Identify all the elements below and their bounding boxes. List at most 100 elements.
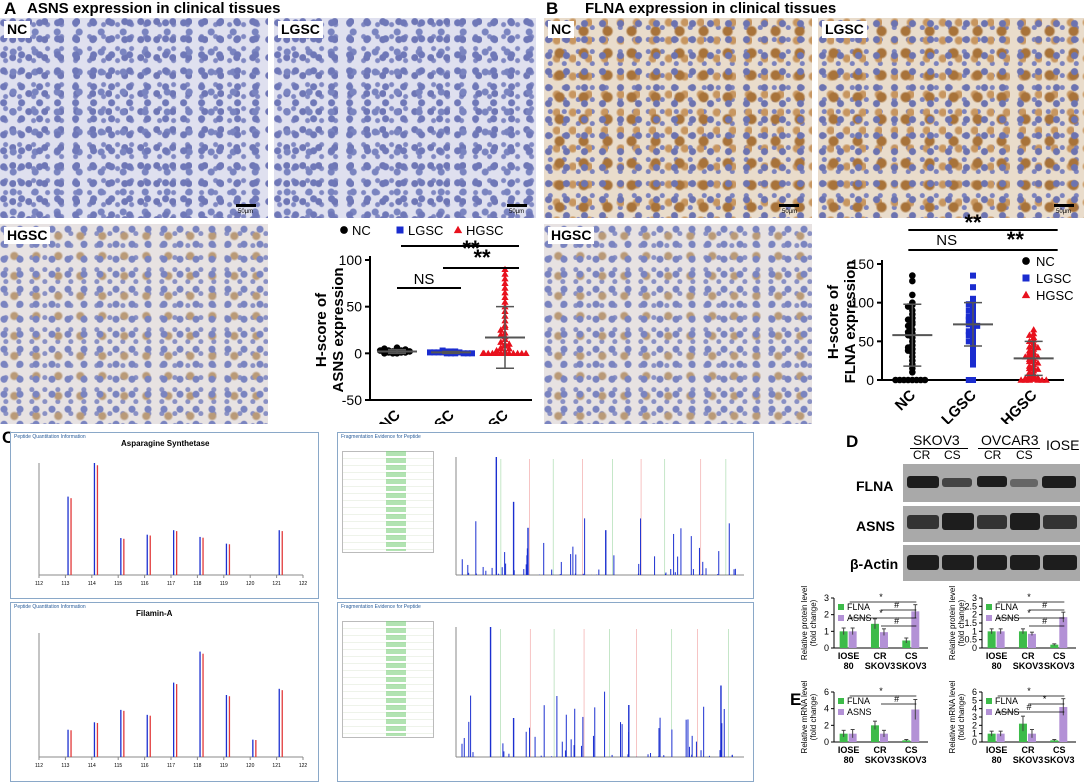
panel-b-letter: B <box>546 0 559 18</box>
x-tick-label: SKOV3 <box>896 661 927 671</box>
x-tick-label: CS <box>1053 745 1066 755</box>
y-tick-label: 0 <box>972 643 977 653</box>
scale-bar <box>779 204 799 207</box>
y-tick-label: 1 <box>972 626 977 636</box>
bar <box>870 623 879 648</box>
bar <box>987 631 996 648</box>
legend-label: FLNA <box>995 602 1018 612</box>
legend-label: HGSC <box>1036 288 1074 303</box>
data-point <box>965 338 972 345</box>
data-point <box>1025 364 1034 372</box>
lane-cs: CS <box>944 448 961 462</box>
frag-box-flna: Fragmentation Evidence for Peptide <box>337 602 754 782</box>
y-axis-label: Relative protein level <box>948 586 957 660</box>
legend-label: LGSC <box>1036 271 1071 286</box>
y-axis-label: ASNS expression <box>330 267 347 392</box>
blot-band <box>977 555 1007 570</box>
x-tick-label: SKOV3 <box>1013 755 1044 765</box>
sig-label: # <box>1042 616 1047 626</box>
data-point <box>501 298 509 305</box>
data-point <box>965 313 972 320</box>
micrograph-label: NC <box>548 21 575 38</box>
data-point <box>970 346 976 353</box>
panel-b-title: FLNA expression in clinical tissues <box>585 0 837 17</box>
data-point <box>909 277 916 285</box>
bar <box>1027 733 1036 742</box>
flna-hscore-chart: 0 50 100 150 H-score of FLNA expression NC LGSC… <box>825 210 1074 424</box>
bar <box>848 733 857 742</box>
lane-cs: CS <box>1016 448 1033 462</box>
bar <box>1059 707 1068 742</box>
data-point <box>1021 290 1031 299</box>
data-point <box>1034 365 1042 372</box>
y-tick-label: 2 <box>972 720 977 730</box>
data-point <box>1022 257 1030 265</box>
blot-band <box>977 515 1007 529</box>
group-underline <box>910 448 968 449</box>
blot-band <box>1010 479 1038 487</box>
data-point <box>497 344 505 351</box>
data-point <box>965 316 972 323</box>
group-label-iose: IOSE <box>1046 437 1080 453</box>
group-label-skov3: SKOV3 <box>913 432 960 448</box>
quant-box-asns: Peptide Quantitation Information Asparag… <box>10 432 319 599</box>
x-tick-label: 118 <box>193 581 201 587</box>
bar <box>987 733 996 742</box>
sig-label: * <box>879 686 883 696</box>
x-tick-label: 113 <box>61 763 69 769</box>
x-tick-label: 121 <box>272 763 281 769</box>
sig-label: # <box>1042 600 1047 610</box>
data-point <box>909 272 916 279</box>
scale-bar <box>236 204 256 207</box>
data-point <box>892 376 899 384</box>
x-tick-label: 116 <box>141 581 149 587</box>
sig-label: * <box>1027 592 1031 602</box>
x-tick-label: 121 <box>272 581 281 587</box>
data-point <box>904 322 912 330</box>
x-tick-label: 118 <box>193 763 201 769</box>
data-point <box>1025 331 1034 338</box>
data-point <box>1030 326 1038 333</box>
x-tick-label: NC <box>376 407 403 424</box>
data-point <box>921 376 929 384</box>
legend-swatch <box>838 604 844 610</box>
legend-swatch <box>838 698 844 704</box>
y-tick-label: 0 <box>824 737 829 747</box>
bar <box>839 631 848 648</box>
data-point <box>505 340 513 347</box>
x-tick-label: CS <box>905 745 918 755</box>
data-point <box>970 272 976 279</box>
legend-label: NC <box>352 223 371 238</box>
bar <box>879 733 888 742</box>
y-axis-label: Relative protein level <box>800 586 809 660</box>
y-tick-label: 1 <box>824 626 829 636</box>
y-tick-label: 0 <box>354 345 362 361</box>
frag-spectrum-asns <box>455 457 744 576</box>
x-tick-label: SKOV3 <box>896 755 927 765</box>
data-point <box>970 357 976 364</box>
data-point <box>497 338 505 345</box>
frag-table-highlight <box>386 451 406 551</box>
blot-label-asns: ASNS <box>856 518 895 534</box>
x-tick-label: IOSE <box>838 745 860 755</box>
y-tick-label: 3 <box>972 712 977 722</box>
y-tick-label: 50 <box>346 299 362 315</box>
y-tick-label: 4 <box>824 704 829 714</box>
data-point <box>1017 376 1025 383</box>
sig-label: # <box>894 600 899 610</box>
x-tick-label: 120 <box>246 763 255 769</box>
sig-label: ** <box>964 210 982 235</box>
data-point <box>493 346 501 354</box>
y-axis-label: Relative mRNA level <box>800 680 809 753</box>
quant-box-flna: Peptide Quantitation Information Filamin… <box>10 602 319 782</box>
y-tick-label: 4 <box>972 704 977 714</box>
x-tick-label: SKOV3 <box>1013 661 1044 671</box>
frag-header: Fragmentation Evidence for Peptide <box>341 434 421 440</box>
data-point <box>1042 376 1050 383</box>
data-point <box>427 349 433 356</box>
data-point <box>396 226 404 234</box>
y-axis-label: (fold change) <box>957 599 966 646</box>
x-tick-label: LGSC <box>938 387 980 424</box>
bar <box>848 631 857 648</box>
data-point <box>1030 330 1038 337</box>
